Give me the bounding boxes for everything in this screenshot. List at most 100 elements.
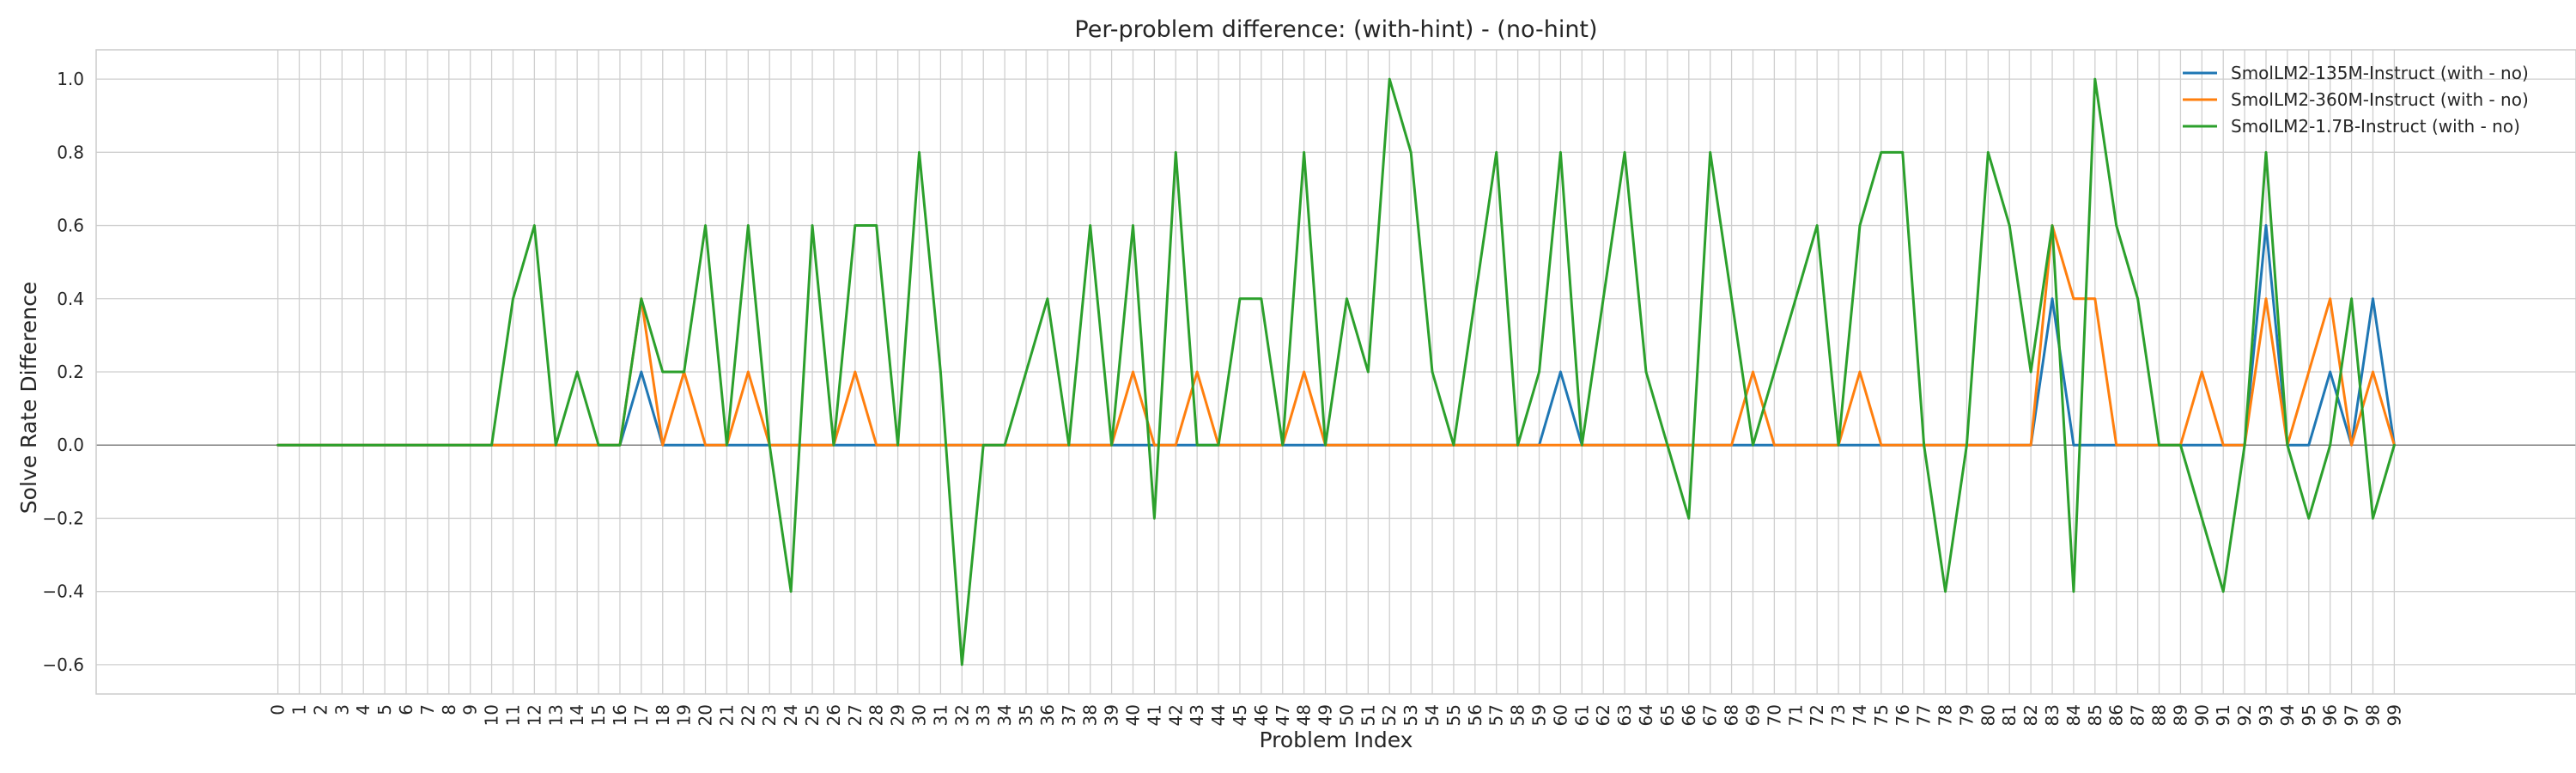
x-tick-label: 36	[1037, 704, 1058, 726]
x-tick-label: 22	[738, 704, 758, 726]
x-tick-label: 63	[1614, 704, 1635, 726]
y-tick-label: −0.6	[42, 654, 84, 675]
x-tick-label: 21	[716, 704, 737, 726]
x-tick-label: 20	[696, 704, 716, 726]
x-tick-label: 96	[2320, 704, 2341, 726]
x-tick-label: 87	[2128, 704, 2148, 726]
x-tick-label: 10	[482, 704, 502, 726]
x-tick-label: 0	[268, 704, 289, 715]
x-tick-label: 91	[2213, 704, 2233, 726]
x-tick-label: 2	[310, 704, 331, 715]
x-axis-label: Problem Index	[1260, 727, 1413, 752]
x-tick-label: 15	[588, 704, 609, 726]
x-tick-label: 37	[1059, 704, 1079, 726]
x-tick-label: 56	[1465, 704, 1485, 726]
x-tick-label: 7	[417, 704, 438, 715]
x-tick-label: 38	[1080, 704, 1101, 726]
x-tick-labels: 0 1 2 3 4 5 6 7 8 9 10 11 12 13 14 15 16 17 18 19 20 21 22 23 24…	[268, 704, 2405, 726]
x-tick-label: 71	[1785, 704, 1806, 726]
x-tick-label: 53	[1400, 704, 1421, 726]
x-tick-label: 45	[1230, 704, 1250, 726]
x-tick-label: 84	[2063, 704, 2084, 726]
x-tick-label: 54	[1422, 704, 1443, 726]
x-tick-label: 74	[1850, 704, 1870, 726]
x-tick-label: 35	[1016, 704, 1036, 726]
series-line-2	[276, 224, 2396, 447]
x-tick-label: 34	[994, 704, 1015, 726]
x-tick-label: 52	[1379, 704, 1400, 726]
x-tick-label: 42	[1165, 704, 1186, 726]
x-tick-label: 76	[1893, 704, 1913, 726]
x-tick-label: 99	[2384, 704, 2404, 726]
y-tick-label: 0.4	[57, 289, 84, 309]
y-tick-label: 0.6	[57, 216, 84, 236]
x-tick-label: 16	[610, 704, 630, 726]
legend-label-1: SmolLM2-135M-Instruct (with - no)	[2231, 63, 2529, 83]
x-tick-label: 64	[1636, 704, 1656, 726]
x-tick-label: 48	[1294, 704, 1315, 726]
x-tick-label: 8	[439, 704, 459, 715]
x-tick-label: 61	[1571, 704, 1592, 726]
chart-title: Per-problem difference: (with-hint) - (n…	[1074, 16, 1597, 43]
x-tick-label: 12	[524, 704, 544, 726]
x-tick-label: 70	[1764, 704, 1784, 726]
y-tick-label: 0.8	[57, 142, 84, 162]
series-line-1	[276, 224, 2396, 447]
x-tick-label: 83	[2042, 704, 2063, 726]
legend: SmolLM2-135M-Instruct (with - no) SmolLM2…	[2183, 63, 2529, 137]
x-tick-label: 24	[781, 704, 801, 726]
x-tick-label: 73	[1828, 704, 1849, 726]
x-tick-label: 14	[567, 704, 587, 726]
x-tick-label: 46	[1251, 704, 1272, 726]
x-tick-label: 39	[1102, 704, 1122, 726]
y-tick-label: 0.0	[57, 435, 84, 455]
x-tick-label: 23	[759, 704, 780, 726]
x-tick-label: 9	[460, 704, 481, 715]
y-axis-label: Solve Rate Difference	[16, 282, 41, 514]
x-tick-label: 6	[396, 704, 416, 715]
x-tick-label: 60	[1550, 704, 1571, 726]
x-tick-label: 93	[2256, 704, 2276, 726]
x-tick-label: 90	[2191, 704, 2212, 726]
x-tick-label: 49	[1315, 704, 1336, 726]
x-tick-label: 19	[674, 704, 695, 726]
x-tick-label: 62	[1593, 704, 1613, 726]
x-tick-label: 47	[1273, 704, 1293, 726]
x-tick-label: 28	[866, 704, 887, 726]
x-tick-label: 31	[930, 704, 951, 726]
x-tick-label: 40	[1122, 704, 1143, 726]
x-tick-label: 89	[2170, 704, 2190, 726]
x-tick-label: 29	[888, 704, 908, 726]
x-tick-label: 97	[2342, 704, 2362, 726]
x-tick-label: 79	[1956, 704, 1977, 726]
x-tick-label: 33	[973, 704, 993, 726]
series-line-3	[276, 77, 2396, 666]
x-tick-label: 51	[1358, 704, 1378, 726]
y-tick-label: 1.0	[57, 69, 84, 89]
x-tick-label: 3	[331, 704, 352, 715]
x-tick-label: 65	[1657, 704, 1678, 726]
x-tick-label: 75	[1871, 704, 1892, 726]
x-tick-label: 98	[2362, 704, 2383, 726]
x-tick-label: 4	[353, 704, 374, 715]
x-tick-label: 26	[823, 704, 844, 726]
y-tick-labels: −0.6 −0.4 −0.2 0.0 0.2 0.4 0.6 0.8 1.0	[42, 69, 84, 675]
x-tick-label: 72	[1807, 704, 1827, 726]
x-tick-label: 78	[1935, 704, 1956, 726]
x-tick-label: 81	[1999, 704, 2020, 726]
plot-frame	[95, 49, 2576, 695]
y-tick-label: −0.4	[42, 581, 84, 602]
x-tick-label: 86	[2106, 704, 2127, 726]
x-tick-label: 25	[802, 704, 823, 726]
x-tick-label: 80	[1978, 704, 1998, 726]
x-tick-label: 5	[374, 704, 395, 715]
x-tick-label: 95	[2299, 704, 2319, 726]
x-tick-label: 67	[1700, 704, 1721, 726]
x-tick-label: 82	[2020, 704, 2041, 726]
x-tick-label: 50	[1336, 704, 1357, 726]
x-tick-label: 41	[1144, 704, 1164, 726]
x-tick-label: 43	[1187, 704, 1207, 726]
x-tick-label: 55	[1443, 704, 1464, 726]
x-tick-label: 58	[1508, 704, 1528, 726]
